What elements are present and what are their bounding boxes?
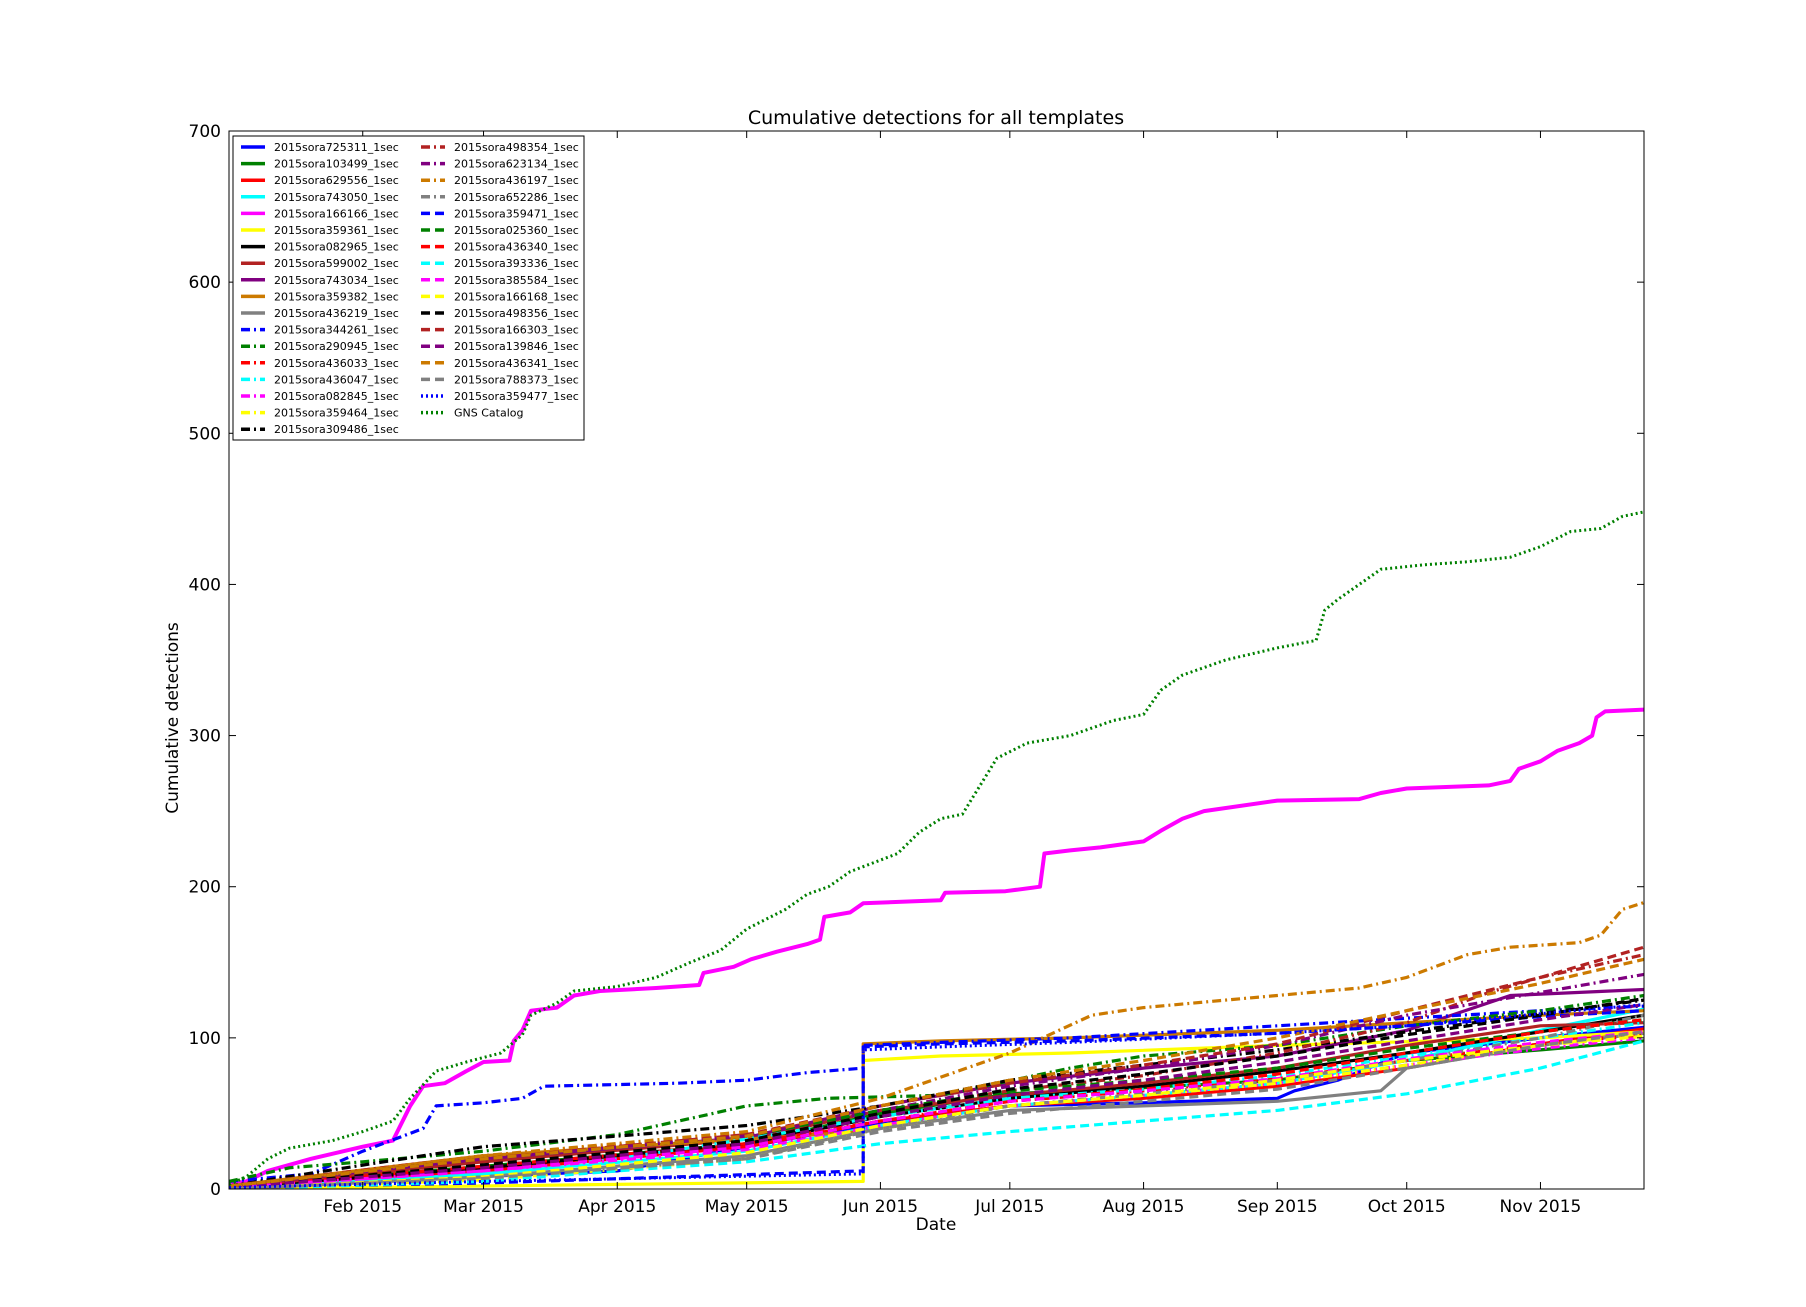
- y-tick-label: 200: [189, 878, 221, 898]
- series-line: [229, 972, 1644, 1188]
- legend-label: 2015sora025360_1sec: [454, 224, 579, 237]
- legend-box: [232, 135, 585, 441]
- plot-frame: [228, 130, 1645, 1190]
- x-tick-label: Aug 2015: [1103, 1197, 1185, 1217]
- series-line: [229, 945, 1644, 1188]
- legend-label: 2015sora344261_1sec: [274, 324, 399, 337]
- legend-label: 2015sora385584_1sec: [454, 274, 579, 287]
- legend-label: 2015sora359382_1sec: [274, 290, 399, 303]
- legend-label: 2015sora359464_1sec: [274, 407, 399, 420]
- x-tick-label: Apr 2015: [578, 1197, 656, 1217]
- chart-title: Cumulative detections for all templates: [748, 107, 1124, 129]
- legend-label: 2015sora743034_1sec: [274, 274, 399, 287]
- series-line: [229, 1007, 1644, 1189]
- x-tick-label: May 2015: [705, 1197, 789, 1217]
- legend-label: 2015sora166166_1sec: [274, 207, 399, 220]
- legend-label: 2015sora393336_1sec: [454, 257, 579, 270]
- legend-label: 2015sora359477_1sec: [454, 390, 579, 403]
- legend-label: 2015sora139846_1sec: [454, 340, 579, 353]
- legend-label: 2015sora436219_1sec: [274, 307, 399, 320]
- series-line: [229, 509, 1644, 1186]
- series-line: [229, 1033, 1644, 1189]
- legend-label: 2015sora498354_1sec: [454, 141, 579, 154]
- x-tick-label: Sep 2015: [1237, 1197, 1318, 1217]
- y-tick-label: 500: [189, 424, 221, 444]
- series-line: [229, 900, 1644, 1188]
- y-axis-label: Cumulative detections: [163, 622, 183, 814]
- legend-label: 2015sora166168_1sec: [454, 290, 579, 303]
- y-tick-label: 700: [189, 122, 221, 142]
- legend-label: 2015sora788373_1sec: [454, 373, 579, 386]
- y-tick-label: 400: [189, 575, 221, 595]
- x-axis-label: Date: [916, 1215, 957, 1235]
- legend-label: 2015sora309486_1sec: [274, 423, 399, 436]
- y-tick-label: 300: [189, 727, 221, 747]
- legend-label: 2015sora436197_1sec: [454, 174, 579, 187]
- legend-label: 2015sora498356_1sec: [454, 307, 579, 320]
- series-line: [229, 997, 1644, 1189]
- series-line: [229, 707, 1644, 1187]
- x-tick-label: Feb 2015: [323, 1197, 402, 1217]
- legend: 2015sora725311_1sec 2015sora103499_1sec 20…: [232, 135, 585, 441]
- legend-label: 2015sora436341_1sec: [454, 357, 579, 370]
- series-line: [229, 1036, 1644, 1189]
- series-line: [229, 1030, 1644, 1189]
- legend-label: GNS Catalog: [454, 407, 523, 420]
- tick-layer: 0 100 200 300 400 500 600 700 Feb 2015 Mar 2015 Ap…: [189, 122, 1644, 1217]
- series-line: [229, 1034, 1644, 1189]
- legend-label: 2015sora436033_1sec: [274, 357, 399, 370]
- series-line: [229, 1030, 1644, 1189]
- x-tick-label: Nov 2015: [1500, 1197, 1582, 1217]
- series-line: [229, 957, 1644, 1188]
- x-tick-label: Jun 2015: [842, 1197, 918, 1217]
- legend-label: 2015sora436047_1sec: [274, 373, 399, 386]
- legend-label: 2015sora082965_1sec: [274, 241, 399, 254]
- y-tick-label: 100: [189, 1029, 221, 1049]
- series-line: [229, 1003, 1644, 1189]
- legend-label: 2015sora599002_1sec: [274, 257, 399, 270]
- legend-label: 2015sora166303_1sec: [454, 324, 579, 337]
- series-line: [229, 1018, 1644, 1188]
- legend-label: 2015sora359361_1sec: [274, 224, 399, 237]
- series-line: [229, 1018, 1644, 1189]
- series-layer: [229, 509, 1644, 1189]
- legend-label: 2015sora082845_1sec: [274, 390, 399, 403]
- legend-label: 2015sora290945_1sec: [274, 340, 399, 353]
- legend-label: 2015sora725311_1sec: [274, 141, 399, 154]
- y-tick-label: 0: [210, 1180, 221, 1200]
- series-line: [229, 1030, 1644, 1189]
- legend-label: 2015sora436340_1sec: [454, 241, 579, 254]
- legend-label: 2015sora623134_1sec: [454, 158, 579, 171]
- x-tick-label: Mar 2015: [443, 1197, 524, 1217]
- y-tick-label: 600: [189, 273, 221, 293]
- x-tick-label: Jul 2015: [974, 1197, 1044, 1217]
- legend-label: 2015sora743050_1sec: [274, 191, 399, 204]
- legend-label: 2015sora103499_1sec: [274, 158, 399, 171]
- series-line: [229, 1003, 1644, 1189]
- series-line: [229, 1004, 1644, 1183]
- legend-label: 2015sora359471_1sec: [454, 207, 579, 220]
- x-tick-label: Oct 2015: [1368, 1197, 1446, 1217]
- legend-label: 2015sora629556_1sec: [274, 174, 399, 187]
- legend-label: 2015sora652286_1sec: [454, 191, 579, 204]
- series-line: [229, 1009, 1644, 1189]
- series-line: [229, 1039, 1644, 1189]
